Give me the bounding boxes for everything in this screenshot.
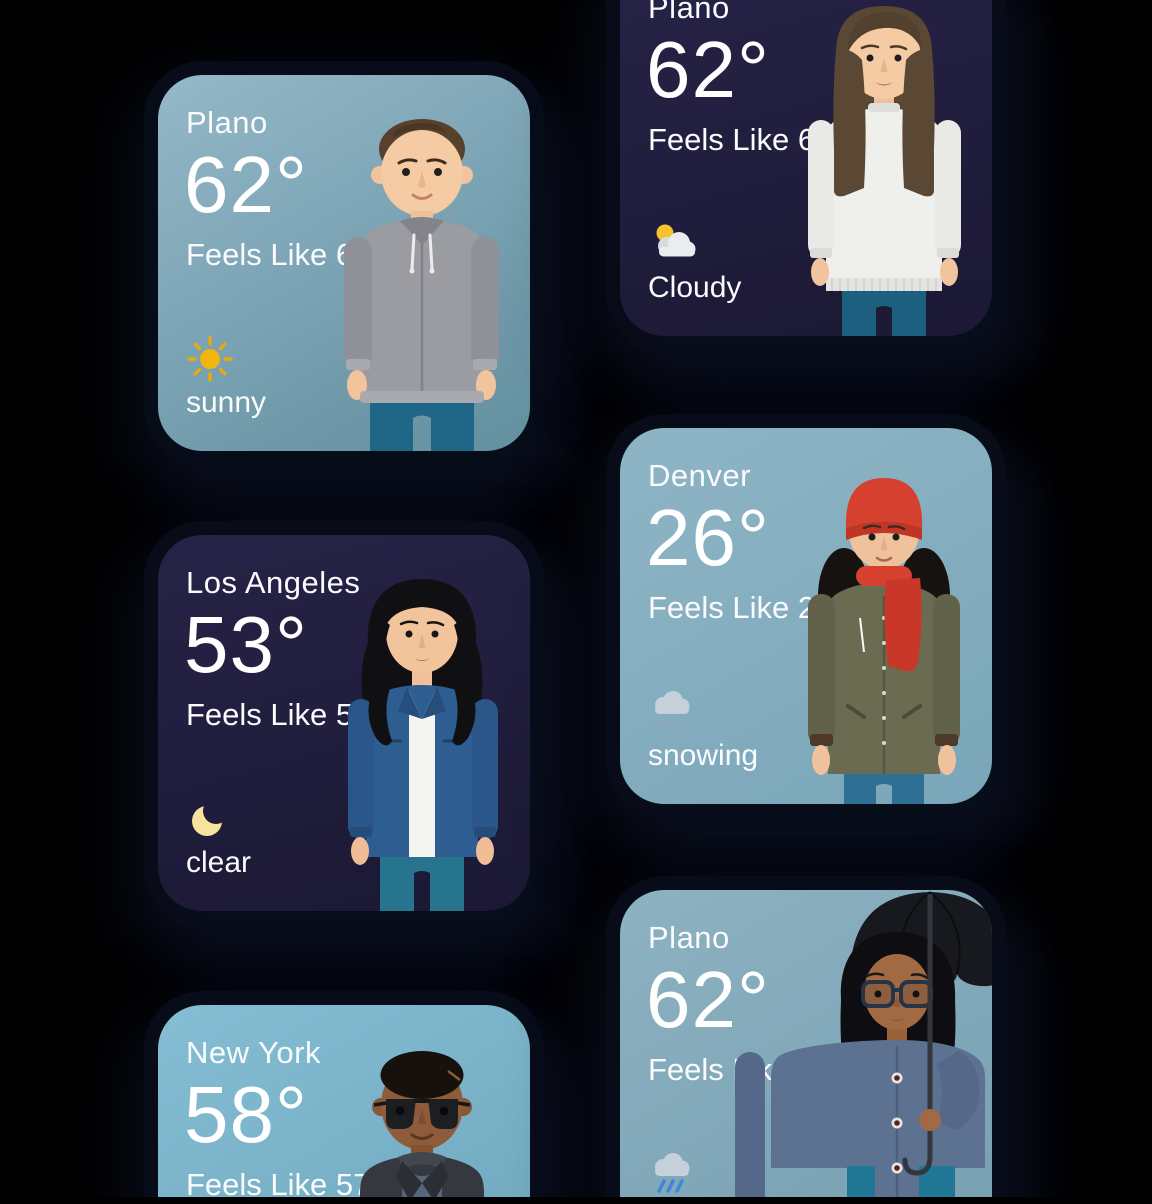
snow-cloud-icon [648, 688, 696, 736]
city-label: New York [186, 1035, 321, 1070]
avatar-woman-red-beanie-olive-parka [808, 478, 960, 804]
screen-bottom-edge [0, 1197, 1152, 1204]
temperature: 26° [646, 493, 770, 582]
avatar-woman-long-hair-white-sweater [808, 6, 961, 336]
city-label: Plano [648, 920, 730, 955]
city-label: Plano [186, 105, 268, 140]
avatar-man-gray-hoodie [344, 119, 499, 451]
sun-icon [186, 335, 234, 383]
feels-like-label: Feels Like 57° [186, 1167, 383, 1202]
weather-card-los-angeles-clear[interactable]: Los Angeles 53° Feels Like 53° clear [158, 535, 530, 911]
avatar-man-sunglasses-dark-jacket [360, 1051, 484, 1204]
weather-card-plano-rainy[interactable]: Plano 62° Feels Like 62° [620, 890, 992, 1204]
avatar-woman-black-hair-denim-jacket [348, 579, 498, 911]
condition-label: Cloudy [648, 271, 742, 304]
city-label: Los Angeles [186, 565, 361, 600]
condition-label: sunny [186, 386, 267, 419]
sun-behind-cloud-icon [648, 220, 696, 268]
weather-card-new-york[interactable]: New York 58° Feels Like 57° [158, 1005, 530, 1204]
crescent-moon-icon [186, 795, 234, 843]
rain-cloud-icon [648, 1150, 696, 1198]
condition-label: clear [186, 846, 252, 879]
temperature: 58° [184, 1070, 308, 1159]
weather-card-plano-sunny[interactable]: Plano 62° Feels Like 62° sunny [158, 75, 530, 451]
temperature: 62° [646, 955, 770, 1044]
weather-card-plano-cloudy[interactable]: Plano 62° Feels Like 62° Cloudy [620, 0, 992, 336]
city-label: Plano [648, 0, 730, 25]
city-label: Denver [648, 458, 751, 493]
weather-card-denver-snowing[interactable]: Denver 26° Feels Like 20° snowing [620, 428, 992, 804]
condition-label: snowing [648, 739, 759, 772]
temperature: 62° [184, 140, 308, 229]
temperature: 62° [646, 25, 770, 114]
avatar-woman-bob-glasses-umbrella [735, 891, 992, 1204]
temperature: 53° [184, 600, 308, 689]
